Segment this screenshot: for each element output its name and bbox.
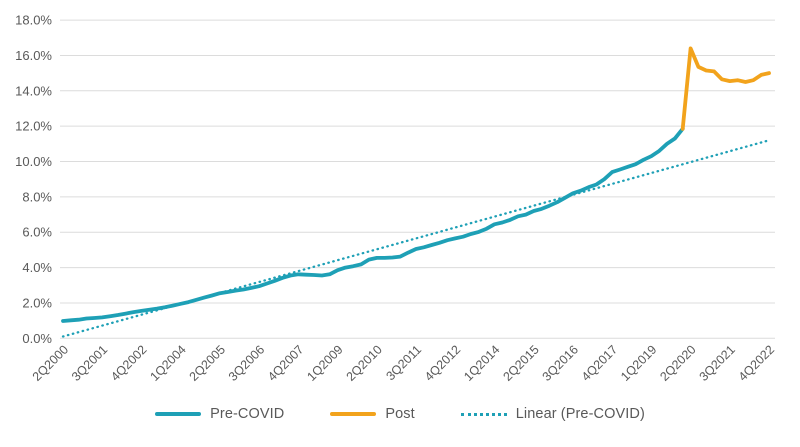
pre-covid-line-swatch-icon: [155, 412, 202, 416]
y-axis-label: 0.0%: [22, 331, 52, 346]
y-axis-label: 14.0%: [15, 83, 52, 98]
y-axis-label: 6.0%: [22, 225, 52, 240]
x-axis-label: 1Q2009: [304, 342, 345, 383]
legend-label-pre-covid: Pre-COVID: [210, 406, 285, 422]
legend-item-linear: Linear (Pre-COVID): [460, 406, 645, 422]
x-axis-label: 4Q2002: [108, 342, 149, 383]
chart-legend: Pre-COVID Post Linear (Pre-COVID): [0, 406, 800, 422]
x-axis-label: 3Q2016: [540, 342, 581, 383]
linear-dotted-swatch-icon: [460, 412, 507, 416]
post-line-swatch-icon: [330, 412, 377, 416]
x-axis-label: 1Q2019: [618, 342, 659, 383]
y-axis-label: 16.0%: [15, 48, 52, 63]
x-axis-label: 1Q2004: [147, 342, 188, 383]
y-axis-label: 18.0%: [15, 13, 52, 28]
y-axis-label: 4.0%: [22, 260, 52, 275]
x-axis-label: 3Q2006: [226, 342, 267, 383]
x-axis-label: 3Q2021: [697, 342, 738, 383]
y-axis-label: 8.0%: [22, 189, 52, 204]
x-axis-label: 3Q2011: [383, 342, 424, 383]
x-axis-label: 3Q2001: [69, 342, 110, 383]
x-axis-label: 4Q2022: [736, 342, 777, 383]
legend-item-post: Post: [330, 406, 415, 422]
series-line-post: [680, 46, 771, 131]
series-line-pre-covid: [61, 126, 685, 323]
x-axis-label: 4Q2012: [422, 342, 463, 383]
series-line-linear-pre-covid: [61, 139, 771, 338]
y-axis-label: 12.0%: [15, 119, 52, 134]
x-axis-label: 2Q2000: [30, 342, 71, 383]
x-axis-label: 4Q2017: [579, 342, 620, 383]
x-axis-label: 2Q2015: [500, 342, 541, 383]
legend-item-pre-covid: Pre-COVID: [155, 406, 284, 422]
x-axis-label: 4Q2007: [265, 342, 306, 383]
x-axis-label: 2Q2010: [344, 342, 385, 383]
legend-label-post: Post: [385, 406, 415, 422]
y-axis-label: 10.0%: [15, 154, 52, 169]
x-axis-label: 1Q2014: [461, 342, 502, 383]
x-axis-label: 2Q2005: [187, 342, 228, 383]
x-axis-label: 2Q2020: [657, 342, 698, 383]
legend-label-linear: Linear (Pre-COVID): [515, 406, 645, 422]
y-axis-label: 2.0%: [22, 295, 52, 310]
chart-svg: 0.0% 2.0% 4.0% 6.0% 8.0% 10.0% 12.0% 14.0% 16.0%…: [15, 13, 777, 384]
